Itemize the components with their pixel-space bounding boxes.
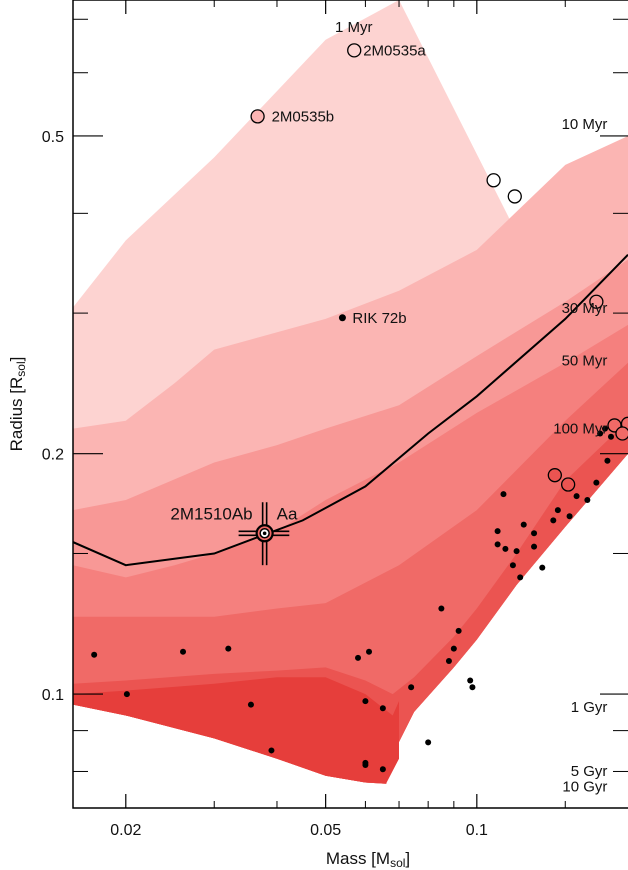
data-point <box>531 530 538 537</box>
measured-point <box>347 43 362 58</box>
data-point <box>573 493 580 500</box>
isochrone-band-oldest <box>73 677 399 784</box>
x-axis-label: Mass [Msol] <box>326 849 410 870</box>
data-point <box>123 691 130 698</box>
data-point <box>500 491 507 498</box>
data-point <box>225 645 232 652</box>
y-tick-label: 0.5 <box>42 129 64 146</box>
measured-point <box>589 294 604 309</box>
data-point <box>554 507 561 514</box>
data-point <box>180 648 187 655</box>
measured-point <box>486 173 501 188</box>
data-point <box>513 548 520 555</box>
data-point <box>362 698 369 705</box>
data-point <box>450 645 457 652</box>
label-2m1510ab: 2M1510Ab <box>170 504 252 523</box>
label-2m0535b: 2M0535b <box>272 108 335 125</box>
rik72b-point <box>338 314 346 322</box>
label-aa: Aa <box>277 504 298 523</box>
measured-point <box>615 426 628 441</box>
data-point <box>520 521 527 528</box>
isochrone-bands <box>73 0 628 784</box>
data-point <box>438 605 445 612</box>
isochrone-label: 100 Myr <box>553 421 607 438</box>
data-point <box>509 562 516 569</box>
data-point <box>584 497 591 504</box>
label-rik72b: RIK 72b <box>352 310 406 327</box>
measured-point <box>547 468 562 483</box>
target-2m1510 <box>238 502 290 566</box>
data-point <box>517 574 524 581</box>
data-point <box>494 528 501 535</box>
data-point <box>531 543 538 550</box>
data-point <box>355 654 362 661</box>
isochrone-label: 30 Myr <box>562 300 608 317</box>
data-point <box>247 701 254 708</box>
y-tick-label: 0.1 <box>42 687 64 704</box>
data-point <box>607 433 614 440</box>
data-point <box>593 479 600 486</box>
isochrone-label: 50 Myr <box>562 352 608 369</box>
label-2m0535a: 2M0535a <box>363 42 426 59</box>
isochrone-label: 5 Gyr <box>571 763 608 780</box>
isochrone-label: 10 Myr <box>562 116 608 133</box>
data-point <box>379 705 386 712</box>
isochrone-label: 1 Gyr <box>571 699 608 716</box>
data-point <box>366 648 373 655</box>
y-axis-label: Radius [Rsol] <box>7 357 28 452</box>
x-tick-label: 0.1 <box>466 822 488 839</box>
data-points <box>91 43 628 773</box>
x-tick-label: 0.05 <box>310 822 341 839</box>
x-tick-label: 0.02 <box>110 822 141 839</box>
data-point <box>597 430 604 437</box>
data-point <box>467 677 474 684</box>
data-point <box>408 684 415 691</box>
data-point <box>602 425 609 432</box>
data-point <box>604 457 611 464</box>
measured-point <box>507 189 522 204</box>
y-tick-label: 0.2 <box>42 447 64 464</box>
data-point <box>502 545 509 552</box>
data-point <box>539 564 546 571</box>
isochrone-label: 1 Myr <box>335 19 373 36</box>
axis-ticks: 0.02 0.05 0.1 0.1 0.2 0.5 <box>42 0 628 839</box>
data-point <box>550 517 557 524</box>
data-point <box>469 684 476 691</box>
data-point <box>445 658 452 665</box>
plot-frame <box>72 0 628 809</box>
data-point <box>91 651 98 658</box>
data-point <box>379 766 386 773</box>
measured-point <box>560 477 576 492</box>
isochrone-label: 10 Gyr <box>562 779 607 796</box>
model-lines <box>73 254 628 567</box>
data-point <box>268 747 275 754</box>
measured-point <box>250 109 265 124</box>
data-point <box>425 739 432 746</box>
data-point <box>494 541 501 548</box>
data-point <box>455 627 462 634</box>
annotations: 2M0535a 2M0535b RIK 72b 2M1510Ab Aa 1 Myr 10 M… <box>170 19 607 796</box>
data-point <box>362 759 369 766</box>
data-point <box>566 513 573 520</box>
model-line <box>73 254 628 567</box>
